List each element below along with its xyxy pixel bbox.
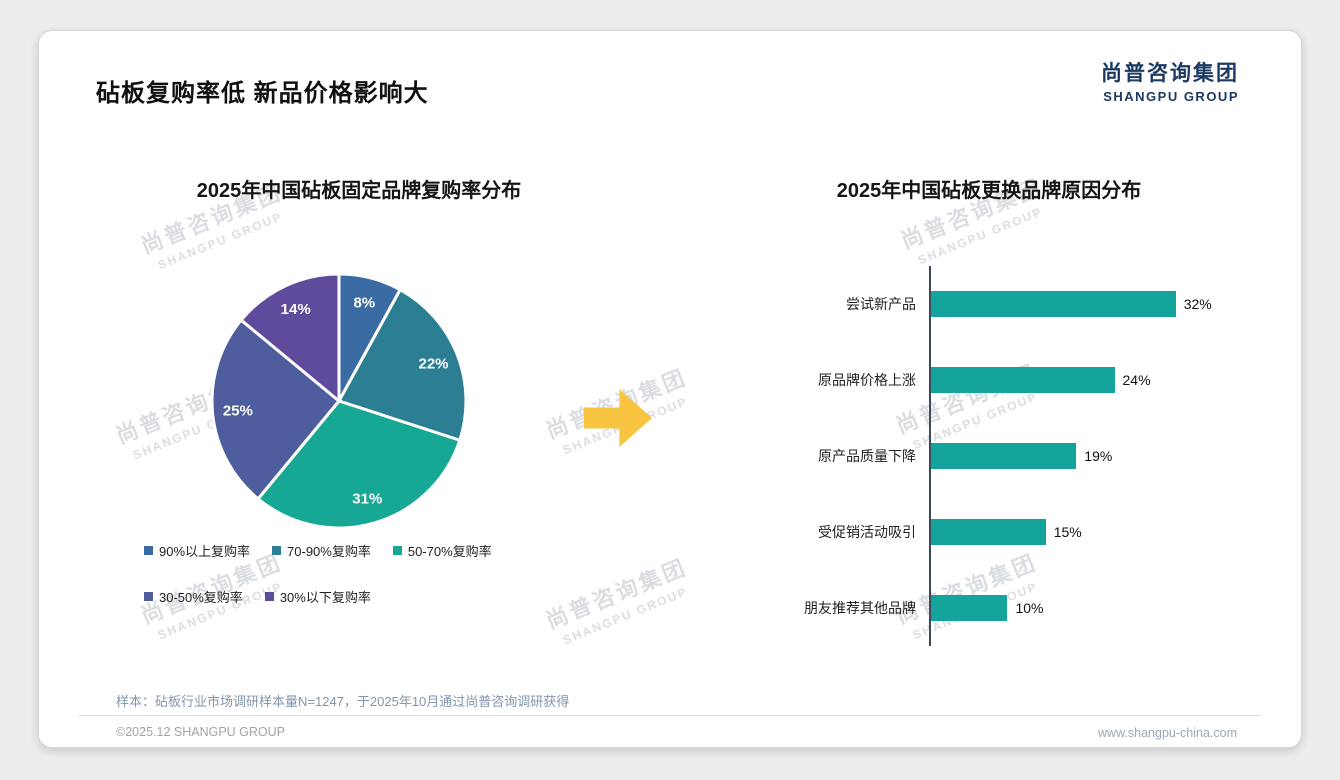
pie-legend-row-0: 90%以上复购率 70-90%复购率 50-70%复购率 xyxy=(144,541,492,560)
pie-legend: 90%以上复购率 70-90%复购率 50-70%复购率 30-50%复购率 30%以… xyxy=(144,541,492,606)
legend-item: 50-70%复购率 xyxy=(392,541,492,560)
bar-track: 19% xyxy=(929,418,1191,494)
bar-track: 32% xyxy=(929,266,1212,342)
bar-chart: 尝试新产品 32% 原品牌价格上涨 24% 原产品质量下降 19% 受促销活动吸引 15% 朋友… xyxy=(779,266,1259,646)
watermark-text-en: SHANGPU GROUP xyxy=(155,209,285,273)
legend-swatch-icon xyxy=(272,546,282,555)
copyright-text: ©2025.12 SHANGPU GROUP xyxy=(116,725,285,739)
pie-slice-4 xyxy=(239,272,341,403)
bar-row: 朋友推荐其他品牌 10% xyxy=(779,570,1259,646)
bar xyxy=(931,291,1176,317)
legend-label: 50-70%复购率 xyxy=(407,544,492,559)
pie-value-label: 22% xyxy=(418,356,448,373)
bar-category-label: 尝试新产品 xyxy=(846,296,916,312)
pie-legend-row-1: 30-50%复购率 30%以下复购率 xyxy=(144,587,492,606)
bar-category-label: 原产品质量下降 xyxy=(818,448,916,464)
website-url: www.shangpu-china.com xyxy=(1098,726,1237,740)
legend-swatch-icon xyxy=(264,592,274,601)
sample-note: 样本：砧板行业市场调研样本量N=1247，于2025年10月通过尚普咨询调研获得 xyxy=(116,694,570,709)
legend-swatch-icon xyxy=(392,546,402,555)
legend-swatch-icon xyxy=(144,546,153,555)
bar-value-label: 15% xyxy=(1053,524,1082,540)
bar-track: 15% xyxy=(929,494,1191,570)
pie-slice-2 xyxy=(256,399,462,530)
bar-value-label: 32% xyxy=(1183,296,1212,312)
page-title: 砧板复购率低 新品价格影响大 xyxy=(96,80,429,107)
legend-item: 70-90%复购率 xyxy=(272,541,371,560)
legend-item: 90%以上复购率 xyxy=(144,541,250,560)
footer-divider xyxy=(79,715,1261,716)
bar-category-label: 原品牌价格上涨 xyxy=(818,372,916,388)
legend-label: 90%以上复购率 xyxy=(159,544,251,559)
legend-item: 30-50%复购率 xyxy=(144,587,243,606)
bar-value-label: 19% xyxy=(1084,448,1113,464)
pie-value-label: 14% xyxy=(281,301,311,318)
bar-row: 受促销活动吸引 15% xyxy=(779,494,1259,570)
bar-row: 原产品质量下降 19% xyxy=(779,418,1259,494)
watermark: 尚普咨询集团 SHANGPU GROUP xyxy=(540,550,697,651)
legend-item: 30%以下复购率 xyxy=(264,587,371,606)
bar-chart-title: 2025年中国砧板更换品牌原因分布 xyxy=(836,180,1142,202)
logo-text-en: SHANGPU GROUP xyxy=(1103,89,1239,104)
logo: 尚普咨询集团 SHANGPU GROUP xyxy=(1101,57,1239,104)
bar xyxy=(931,443,1077,469)
watermark-text-en: SHANGPU GROUP xyxy=(560,584,690,648)
pie-chart-title: 2025年中国砧板固定品牌复购率分布 xyxy=(196,180,522,202)
pie-value-label: 8% xyxy=(353,295,375,312)
bar-row: 原品牌价格上涨 24% xyxy=(779,342,1259,418)
bar-category-label: 朋友推荐其他品牌 xyxy=(804,600,916,616)
legend-label: 70-90%复购率 xyxy=(287,544,371,559)
pie-slice-3 xyxy=(210,318,341,501)
bar xyxy=(931,367,1115,393)
bar-row: 尝试新产品 32% xyxy=(779,266,1259,342)
watermark-text-cn: 尚普咨询集团 xyxy=(542,364,691,444)
pie-slice-1 xyxy=(337,288,468,442)
bar-category-label: 受促销活动吸引 xyxy=(818,524,916,540)
legend-label: 30%以下复购率 xyxy=(279,590,371,605)
pie-chart: 8% 22% 31% 25% 14% xyxy=(210,272,468,530)
pie-value-label: 31% xyxy=(352,491,382,508)
arrow-right-icon xyxy=(584,389,652,447)
pie-value-label: 25% xyxy=(223,403,253,420)
bar-track: 10% xyxy=(929,570,1191,646)
bar-value-label: 10% xyxy=(1015,600,1044,616)
watermark-text-en: SHANGPU GROUP xyxy=(915,204,1045,268)
legend-swatch-icon xyxy=(144,592,153,601)
bar xyxy=(931,595,1008,621)
logo-text-cn: 尚普咨询集团 xyxy=(1101,62,1239,85)
watermark-text-cn: 尚普咨询集团 xyxy=(542,554,691,634)
bar xyxy=(931,519,1046,545)
legend-label: 30-50%复购率 xyxy=(159,590,243,605)
bar-track: 24% xyxy=(929,342,1191,418)
report-card: 尚普咨询集团 SHANGPU GROUP 尚普咨询集团 SHANGPU GROUP 尚普… xyxy=(38,30,1302,748)
bar-rows: 尝试新产品 32% 原品牌价格上涨 24% 原产品质量下降 19% 受促销活动吸引 15% 朋友… xyxy=(779,266,1259,646)
bar-value-label: 24% xyxy=(1122,372,1151,388)
